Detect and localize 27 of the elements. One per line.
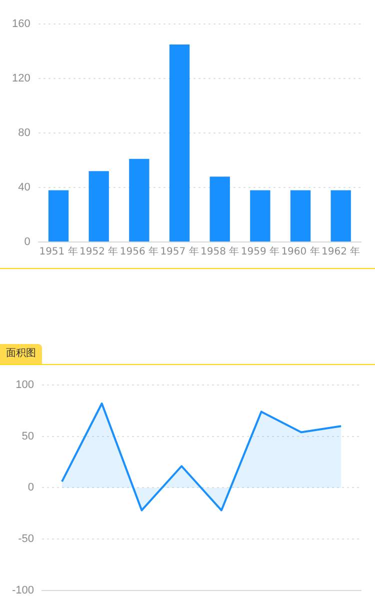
y-tick-label: 100: [16, 379, 34, 392]
x-tick-label: 1951 年: [39, 246, 78, 258]
y-tick-label: 120: [12, 72, 30, 85]
y-tick-label: 0: [28, 482, 34, 494]
bar: [88, 171, 109, 242]
chart-title: 面积图: [0, 344, 42, 364]
y-tick-label: -50: [18, 533, 34, 546]
bar: [169, 44, 190, 242]
y-tick-label: 160: [12, 18, 30, 30]
bar: [210, 176, 230, 242]
x-tick-label: 1959 年: [240, 246, 280, 258]
x-tick-label: 1960 年: [281, 246, 320, 258]
bar: [250, 190, 270, 242]
x-tick-label: 1956 年: [120, 246, 158, 258]
y-tick-label: 80: [18, 127, 30, 140]
y-tick-label: 40: [18, 182, 30, 194]
bar: [290, 190, 311, 242]
bar: [330, 190, 351, 242]
bar: [48, 190, 69, 242]
y-tick-label: 50: [22, 430, 34, 442]
y-tick-label: 0: [24, 236, 30, 248]
x-tick-label: 1962 年: [322, 246, 360, 258]
x-tick-label: 1957 年: [160, 246, 199, 258]
y-tick-label: -100: [12, 584, 34, 596]
x-tick-label: 1958 年: [200, 246, 240, 258]
bar: [129, 158, 150, 242]
x-tick-label: 1952 年: [80, 246, 118, 258]
